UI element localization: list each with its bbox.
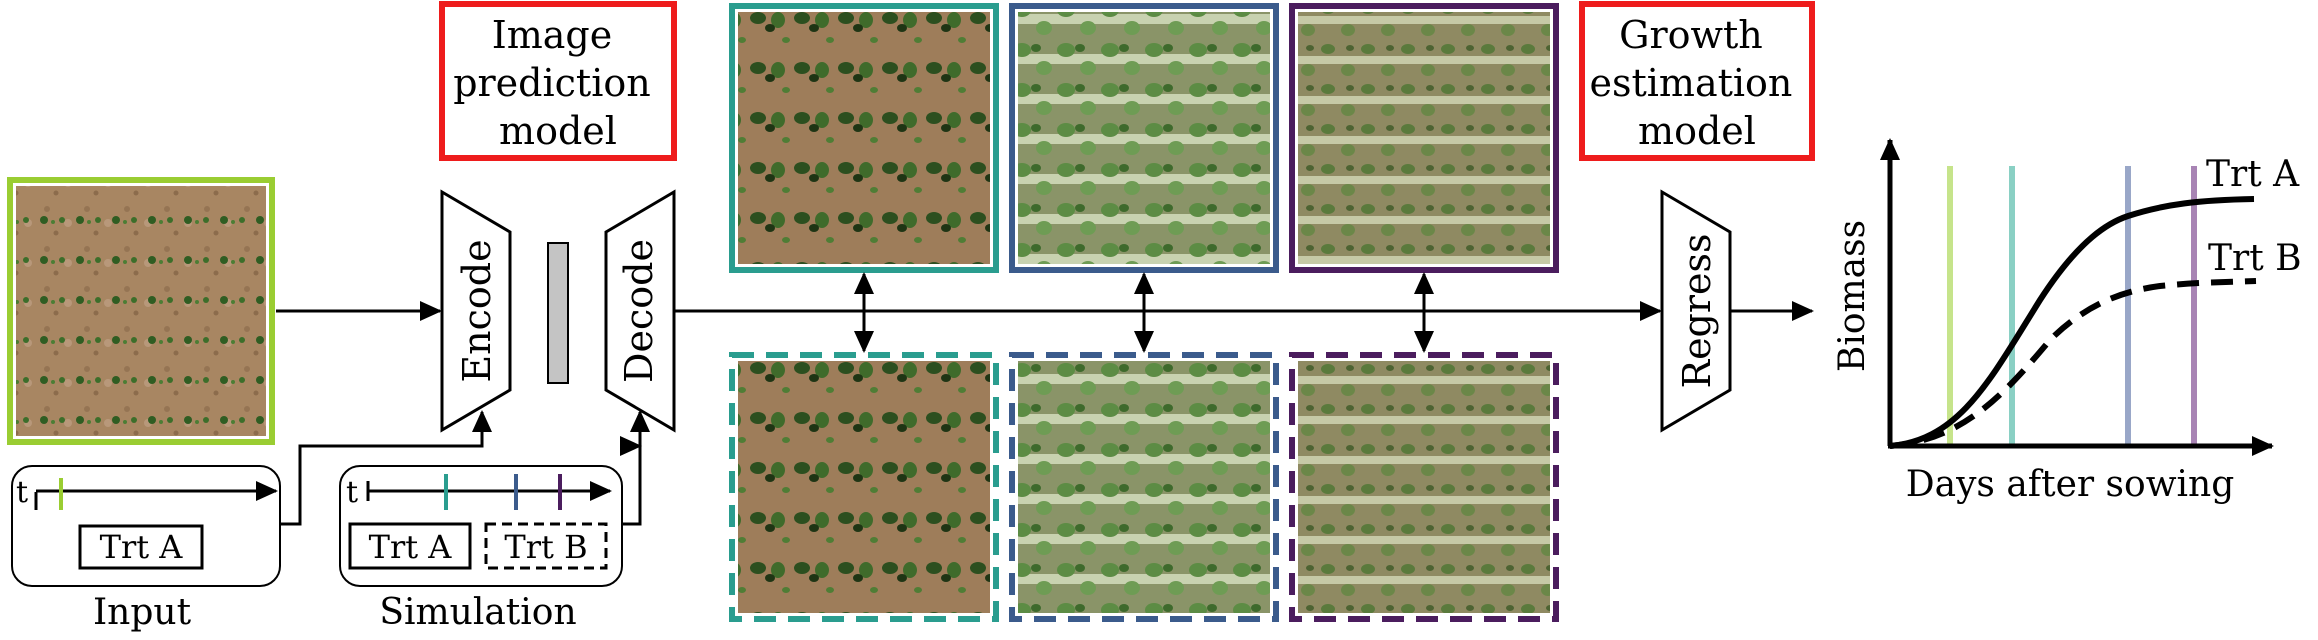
simulation-treatment-b-box <box>484 522 608 570</box>
input-image-frame <box>7 177 275 445</box>
regress-block <box>1660 189 1732 433</box>
pred-image-a-t3-frame <box>1289 3 1559 273</box>
pred-image-a-t2 <box>1018 12 1270 264</box>
simulation-treatment-a-box <box>348 522 472 570</box>
pred-image-a-t1 <box>738 12 990 264</box>
growth-estimation-model-box <box>1579 1 1815 161</box>
input-panel: t Trt A <box>11 465 281 587</box>
image-prediction-model-label: Image prediction model <box>453 13 663 153</box>
series-trt-a-label: Trt A <box>2206 154 2300 195</box>
growth-estimation-model-label: Growth estimation model <box>1590 13 1805 153</box>
simulation-time-label: t <box>346 475 358 510</box>
input-treatment-box <box>78 524 204 570</box>
simulation-treatment-a-label: Trt A <box>369 528 453 566</box>
image-prediction-model-box <box>439 1 677 161</box>
pred-image-b-t1 <box>738 361 990 613</box>
pred-image-b-t2-frame <box>1009 352 1279 622</box>
series-trt-a-line <box>1889 196 2255 449</box>
latent-vector <box>547 242 569 384</box>
biomass-chart: Trt A Trt B Biomass Days after sowing <box>1832 138 2302 505</box>
simulation-panel: t Trt A Trt B <box>339 465 623 587</box>
simulation-caption: Simulation <box>379 592 576 633</box>
pred-image-b-t2 <box>1018 361 1270 613</box>
pred-image-a-t1-frame <box>729 3 999 273</box>
pred-image-a-t3 <box>1298 12 1550 264</box>
arrow-input-panel-to-encode <box>280 410 492 526</box>
arrow-simulation-to-decode <box>622 444 650 526</box>
pred-image-b-t3-frame <box>1289 352 1559 622</box>
encode-block <box>440 189 512 433</box>
simulation-treatment-b-label: Trt B <box>504 528 587 566</box>
input-time-label: t <box>16 475 28 510</box>
decode-block <box>604 189 676 433</box>
pred-image-b-t3 <box>1298 361 1550 613</box>
pred-image-a-t2-frame <box>1009 3 1279 273</box>
series-trt-b-line <box>1889 278 2257 449</box>
series-trt-b-label: Trt B <box>2208 238 2302 279</box>
pred-image-b-t1-frame <box>729 352 999 622</box>
input-caption: Input <box>93 592 192 633</box>
encode-label: Encode <box>455 239 499 382</box>
regress-label: Regress <box>1675 233 1719 388</box>
x-axis-label: Days after sowing <box>1906 464 2235 505</box>
input-treatment-label: Trt A <box>100 528 184 566</box>
y-axis-label: Biomass <box>1832 220 1873 372</box>
input-field-image <box>16 186 266 436</box>
decode-label: Decode <box>617 239 661 383</box>
